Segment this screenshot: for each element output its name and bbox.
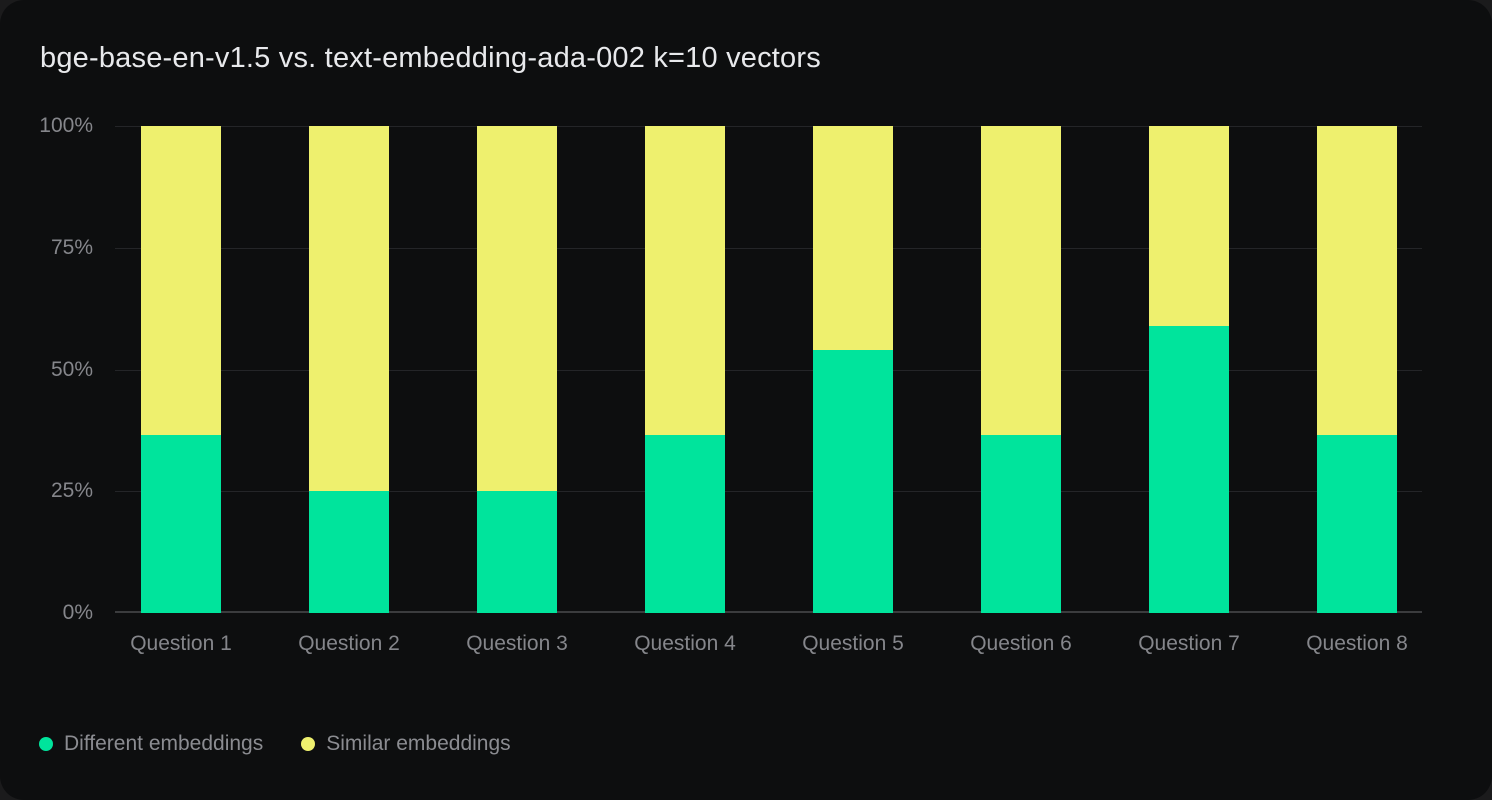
bar-segment-different-8 [1317,435,1397,613]
legend-dot-similar-embeddings-icon [301,737,316,751]
x-axis-labels: Question 1 Question 2 Question 3 Question 4… [97,632,1441,656]
y-tick-label-25: 25% [50,479,93,503]
bar-column-8 [1273,126,1441,613]
bar-segment-similar-7 [1149,126,1229,326]
x-label-3: Question 3 [466,632,568,655]
legend-item-different-embeddings: Different embeddings [39,732,263,756]
bar-segment-different-5 [813,350,893,613]
bar-column-7 [1105,126,1273,613]
bar-segment-similar-8 [1317,126,1397,436]
bar-segment-different-7 [1149,325,1229,613]
x-label-1: Question 1 [130,632,232,655]
gridline-75 [115,247,1422,249]
gridline-100 [115,126,1422,127]
stacked-bar-2 [309,126,389,613]
bar-segment-different-4 [645,435,725,613]
bar-column-5 [769,126,937,613]
stacked-bar-7 [1149,126,1229,613]
bar-segment-similar-2 [309,126,389,492]
stacked-bar-3 [477,126,557,613]
chart-title: bge-base-en-v1.5 vs. text-embedding-ada-… [40,42,821,74]
legend-item-similar-embeddings: Similar embeddings [301,732,511,756]
bar-segment-similar-3 [477,126,557,492]
legend: Different embeddings Similar embeddings [39,732,511,756]
stacked-bar-4 [645,126,725,613]
bar-column-3 [433,126,601,613]
stacked-bar-6 [981,126,1061,613]
bar-segment-similar-4 [645,126,725,436]
bars-container [97,126,1441,613]
bar-segment-similar-1 [141,126,221,436]
x-label-6: Question 6 [970,632,1072,655]
x-label-5: Question 5 [802,632,904,655]
bar-column-2 [265,126,433,613]
legend-label-different-embeddings: Different embeddings [64,732,264,755]
bar-segment-different-6 [981,435,1061,613]
y-tick-label-50: 50% [50,357,93,381]
bar-segment-different-1 [141,435,221,613]
x-label-8: Question 8 [1306,632,1408,655]
x-label-7: Question 7 [1138,632,1240,655]
x-label-4: Question 4 [634,632,736,655]
bar-segment-similar-6 [981,126,1061,436]
legend-dot-different-embeddings-icon [39,737,53,751]
stacked-bar-1 [141,126,221,613]
gridline-50 [115,369,1422,371]
bar-segment-different-2 [309,491,389,613]
y-tick-label-0: 0% [62,601,93,624]
stacked-bar-5 [813,126,893,613]
legend-label-similar-embeddings: Similar embeddings [326,732,511,755]
gridline-25 [115,491,1422,493]
bar-segment-different-3 [477,491,557,613]
bar-segment-similar-5 [813,126,893,351]
bar-column-6 [937,126,1105,613]
plot-area: 0% 25% 50% 75% 100% [0,114,1492,624]
stacked-bar-8 [1317,126,1397,613]
y-tick-label-100: 100% [39,114,93,137]
y-tick-label-75: 75% [50,235,93,259]
bar-column-4 [601,126,769,613]
x-label-2: Question 2 [298,632,400,655]
x-axis-line [115,611,1422,613]
bar-column-1 [97,126,265,613]
